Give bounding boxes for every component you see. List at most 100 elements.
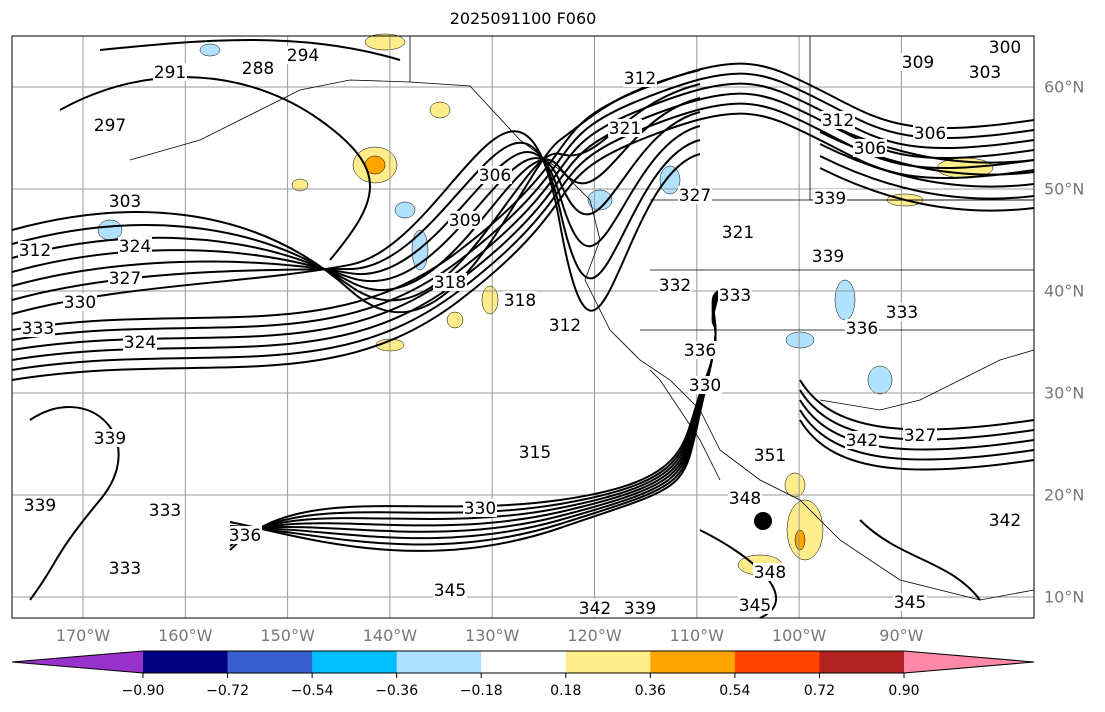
contour-label-bg <box>228 526 262 544</box>
colorbar-tick-label: −0.18 <box>459 683 503 699</box>
anomaly-patch <box>785 331 815 349</box>
contour-label: 303 <box>969 63 1001 83</box>
contour-label-bg <box>811 247 845 265</box>
contour-line <box>99 39 401 61</box>
anomaly-patch <box>659 165 681 195</box>
contour-label-bg <box>63 293 97 311</box>
contour-label-bg <box>18 241 52 259</box>
contour-line <box>11 62 1035 331</box>
contour-label: 345 <box>894 593 926 613</box>
contour-label: 339 <box>24 496 56 516</box>
contour-label: 297 <box>94 116 126 136</box>
contour-label: 339 <box>94 429 126 449</box>
contour-label-bg <box>108 269 142 287</box>
colorbar-segment <box>565 651 651 673</box>
contour-label-bg <box>688 376 722 394</box>
lat-label: 20°N <box>1044 485 1085 505</box>
contour-line <box>819 167 1035 212</box>
colorbar-tick-label: −0.72 <box>206 683 249 699</box>
contour-label: 324 <box>119 237 151 257</box>
contour-label-bg <box>623 69 657 87</box>
lat-label: 40°N <box>1044 281 1085 301</box>
contour-label-bg <box>108 559 142 577</box>
theta-contours <box>11 39 1035 619</box>
lat-label: 10°N <box>1044 587 1085 607</box>
contour-label: 312 <box>549 316 581 336</box>
colorbar-segment <box>312 651 398 673</box>
anomaly-patch <box>784 472 806 498</box>
contour-label-bg <box>148 501 182 519</box>
coastline-path <box>129 79 411 161</box>
contour-label-bg <box>286 46 320 64</box>
contour-label: 333 <box>719 286 751 306</box>
contour-label: 303 <box>109 192 141 212</box>
map-title: 2025091100 F060 <box>449 9 597 28</box>
contour-label: 348 <box>729 489 761 509</box>
contour-label-bg <box>21 319 55 337</box>
contour-label: 291 <box>154 63 186 83</box>
anomaly-patch <box>446 311 464 329</box>
contour-label: 321 <box>609 119 641 139</box>
contour-label-bg <box>93 116 127 134</box>
contour-label-bg <box>753 563 787 581</box>
contour-label: 351 <box>754 446 786 466</box>
contour-label: 327 <box>679 186 711 206</box>
contour-label-bg <box>23 496 57 514</box>
contour-line <box>11 112 1035 381</box>
contour-label: 327 <box>109 269 141 289</box>
anomaly-patch <box>786 499 824 561</box>
colorbar-tick-label: 0.72 <box>803 683 836 699</box>
colorbar <box>11 650 1035 678</box>
contour-line <box>59 76 371 261</box>
contour-label-bg <box>913 124 947 142</box>
lat-label: 30°N <box>1044 383 1085 403</box>
contour-label: 309 <box>902 53 934 73</box>
contour-line <box>11 130 701 315</box>
lat-label: 50°N <box>1044 179 1085 199</box>
contour-label-bg <box>241 59 275 77</box>
contour-label: 339 <box>812 247 844 267</box>
contour-label: 345 <box>434 581 466 601</box>
contour-label-bg <box>901 53 935 71</box>
coastline-path <box>409 36 1035 601</box>
contour-label: 324 <box>124 333 156 353</box>
contour-label: 342 <box>989 511 1021 531</box>
lon-label: 140°W <box>362 626 418 645</box>
coastline-path <box>819 349 1035 411</box>
contour-line <box>11 92 1035 361</box>
contour-label-bg <box>845 319 879 337</box>
colorbar-max-extension <box>904 651 1034 673</box>
lon-label: 130°W <box>465 626 520 645</box>
shaded-anomaly-layer <box>97 33 994 576</box>
anomaly-patch <box>429 101 451 119</box>
contour-label-bg <box>718 286 752 304</box>
contour-label-bg <box>433 273 467 291</box>
storm-center-marker <box>754 512 772 530</box>
lon-label: 150°W <box>260 626 315 645</box>
contour-label: 333 <box>109 559 141 579</box>
contour-label: 306 <box>479 166 511 186</box>
colorbar-segment <box>481 651 567 673</box>
contour-label: 318 <box>434 273 466 293</box>
contour-label: 348 <box>754 563 786 583</box>
lat-label: 60°N <box>1044 77 1085 97</box>
contour-label: 300 <box>989 38 1021 58</box>
contour-label: 330 <box>464 499 496 519</box>
contour-label-bg <box>658 276 692 294</box>
contour-label: 315 <box>519 443 551 463</box>
contour-label: 306 <box>854 139 886 159</box>
contour-label-bg <box>885 303 919 321</box>
contour-label: 327 <box>904 426 936 446</box>
contour-label: 342 <box>846 431 878 451</box>
contour-label-bg <box>753 446 787 464</box>
lat-lon-gridlines <box>12 36 1034 618</box>
contour-label: 306 <box>914 124 946 144</box>
contour-label: 309 <box>449 211 481 231</box>
contour-label-bg <box>738 596 772 614</box>
colorbar-segment <box>819 651 905 673</box>
colorbar-segment <box>143 651 229 673</box>
contour-label: 342 <box>579 599 611 619</box>
contour-label: 339 <box>624 599 656 619</box>
contour-label-bg <box>608 119 642 137</box>
contour-line <box>819 143 1035 188</box>
